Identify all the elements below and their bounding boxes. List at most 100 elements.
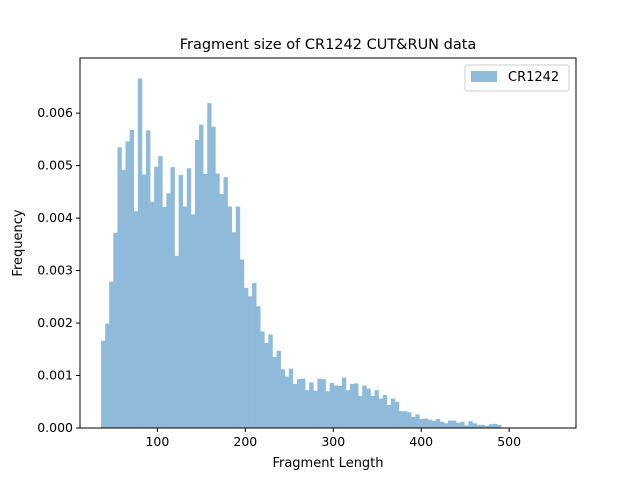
histogram-bar xyxy=(141,174,147,428)
histogram-bar xyxy=(452,420,457,428)
histogram-bar xyxy=(264,342,269,428)
histogram-bar xyxy=(350,383,355,428)
histogram-bar xyxy=(243,287,249,428)
histogram-bar xyxy=(256,306,261,428)
histogram-bar xyxy=(109,281,114,428)
histogram-bar xyxy=(496,424,502,428)
histogram-bar xyxy=(325,391,330,428)
histogram-bar xyxy=(296,379,302,428)
histogram-bar xyxy=(456,422,461,428)
histogram-bar xyxy=(341,377,347,428)
histogram-bar xyxy=(476,424,481,428)
histogram-bar xyxy=(207,103,212,428)
histogram-bar xyxy=(374,390,379,428)
histogram-bar xyxy=(468,421,473,428)
histogram-bar xyxy=(113,232,118,428)
histogram-bar xyxy=(239,259,245,428)
histogram-bar xyxy=(190,214,196,428)
histogram-bar xyxy=(354,383,359,428)
y-axis-ticks: 0.000 0.001 0.002 0.003 0.004 0.005 0.006 xyxy=(37,105,80,435)
histogram-bar xyxy=(248,296,253,428)
histogram-bar xyxy=(419,419,424,428)
histogram-bar xyxy=(447,420,453,428)
histogram-bar xyxy=(158,156,163,428)
x-tick-label: 300 xyxy=(321,434,345,449)
y-tick-label: 0.001 xyxy=(37,368,73,383)
histogram-bar xyxy=(223,177,228,428)
histogram-bar xyxy=(407,412,412,428)
legend: CR1242 xyxy=(464,64,570,92)
histogram-bar xyxy=(460,421,465,428)
histogram-bar xyxy=(427,419,432,428)
histogram-bar xyxy=(211,126,216,428)
histogram-bar xyxy=(301,378,306,428)
x-tick-label: 500 xyxy=(497,434,521,449)
histogram-bar xyxy=(137,78,143,429)
histogram-bar xyxy=(154,166,159,428)
histogram-bar xyxy=(390,398,396,428)
histogram-bar xyxy=(305,390,310,428)
histogram-bar xyxy=(394,401,400,428)
x-tick-label: 400 xyxy=(409,434,433,449)
histogram-bar xyxy=(125,141,130,428)
histogram-bar xyxy=(321,379,326,428)
histogram-bar xyxy=(121,169,126,428)
y-tick-label: 0.005 xyxy=(37,158,73,173)
histogram-bar xyxy=(415,414,420,428)
histogram-bar xyxy=(178,175,184,428)
histogram-bar xyxy=(411,416,416,428)
histogram-bar xyxy=(145,130,151,428)
histogram-bar xyxy=(431,420,437,428)
histogram-bar xyxy=(268,334,273,428)
histogram-bar xyxy=(435,419,441,428)
histogram-bar xyxy=(272,357,277,428)
histogram-bar xyxy=(386,404,392,428)
histogram-bar xyxy=(292,383,298,428)
histogram-bar xyxy=(492,423,498,428)
histogram-bar xyxy=(337,386,343,428)
histogram-bar xyxy=(370,395,375,428)
histogram-bar xyxy=(317,378,322,428)
histogram-bar xyxy=(472,423,477,428)
y-tick-label: 0.004 xyxy=(37,210,73,225)
histogram-bar xyxy=(219,193,224,428)
histogram-bar xyxy=(194,139,200,428)
histogram-bar xyxy=(260,331,265,428)
histogram-bar xyxy=(382,394,388,428)
y-tick-label: 0.006 xyxy=(37,105,73,120)
histogram-bar xyxy=(309,382,314,428)
histogram-bar xyxy=(439,421,445,428)
histogram-bar xyxy=(276,350,281,428)
histogram-bar xyxy=(182,206,188,428)
histogram-bar xyxy=(231,232,237,428)
y-tick-label: 0.002 xyxy=(37,315,73,330)
histogram-bar xyxy=(280,369,286,428)
histogram-bar xyxy=(358,395,363,428)
y-axis-label: Frequency xyxy=(11,209,26,276)
histogram-bar xyxy=(166,193,171,428)
histogram-bar xyxy=(362,385,367,428)
histogram-bar xyxy=(443,423,449,428)
histogram-bar xyxy=(174,255,179,428)
histogram-bar xyxy=(215,173,220,428)
histogram-bar xyxy=(423,418,428,428)
histogram-bar xyxy=(284,376,290,428)
histogram-bar xyxy=(313,390,318,428)
legend-swatch xyxy=(471,71,497,82)
histogram-bar xyxy=(403,411,408,428)
histogram-bar xyxy=(227,206,232,428)
histogram-bar xyxy=(235,206,241,428)
histogram-bar xyxy=(484,425,490,428)
histogram-bar xyxy=(398,411,404,428)
histogram-bar xyxy=(345,390,351,428)
histogram-bar xyxy=(186,168,192,428)
histogram-bars xyxy=(101,78,502,429)
histogram-bar xyxy=(129,129,135,429)
histogram-bar xyxy=(378,398,383,428)
histogram-bar xyxy=(162,207,167,428)
histogram-bar xyxy=(170,167,175,428)
histogram-bar xyxy=(488,424,494,428)
histogram-bar xyxy=(333,385,339,428)
plot-frame xyxy=(79,57,577,429)
